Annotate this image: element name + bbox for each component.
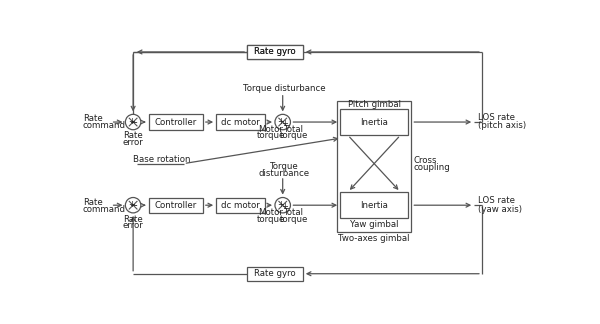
Text: Cross: Cross (413, 156, 437, 165)
Text: +: + (281, 119, 288, 128)
Text: Total: Total (284, 208, 304, 217)
Bar (340, 109, 408, 135)
Text: Rate: Rate (83, 114, 103, 123)
Bar (247, 45, 303, 59)
Text: Rate gyro: Rate gyro (254, 269, 296, 278)
Circle shape (125, 114, 141, 130)
Text: torque: torque (280, 132, 308, 140)
Text: Torque: Torque (270, 162, 299, 171)
Bar (337, 101, 412, 232)
Text: +: + (128, 200, 134, 209)
Text: Controller: Controller (155, 201, 197, 210)
Text: +: + (281, 202, 288, 211)
Text: Two-axes gimbal: Two-axes gimbal (338, 234, 410, 243)
Text: dc motor: dc motor (221, 118, 260, 127)
Text: (yaw axis): (yaw axis) (478, 204, 522, 214)
Text: torque: torque (280, 214, 308, 224)
Text: +: + (277, 117, 284, 126)
Bar (216, 114, 265, 130)
Text: error: error (123, 138, 143, 146)
Text: disturbance: disturbance (259, 169, 310, 178)
Text: Rate gyro: Rate gyro (254, 48, 296, 56)
Text: command: command (83, 122, 126, 130)
Circle shape (275, 198, 290, 213)
Text: coupling: coupling (413, 163, 451, 172)
Bar (247, 45, 303, 59)
Text: Rate: Rate (123, 214, 143, 224)
Text: dc motor: dc motor (221, 201, 260, 210)
Text: Controller: Controller (155, 118, 197, 127)
Circle shape (275, 114, 290, 130)
Text: (pitch axis): (pitch axis) (478, 122, 526, 130)
Bar (216, 198, 265, 213)
Text: LOS rate: LOS rate (478, 113, 515, 122)
Text: Rate: Rate (83, 198, 103, 207)
Text: torque: torque (257, 214, 285, 224)
Bar (149, 114, 203, 130)
Text: −: − (130, 118, 139, 128)
Text: +: + (128, 117, 134, 126)
Text: Motor: Motor (258, 125, 283, 134)
Bar (149, 198, 203, 213)
Text: Torque disturbance: Torque disturbance (243, 85, 326, 93)
Text: Inertia: Inertia (360, 118, 388, 127)
Text: Rate: Rate (123, 132, 143, 140)
Text: Inertia: Inertia (360, 201, 388, 210)
Text: Motor: Motor (258, 208, 283, 217)
Circle shape (125, 198, 141, 213)
Bar (340, 192, 408, 218)
Text: command: command (83, 204, 126, 214)
Text: LOS rate: LOS rate (478, 196, 515, 205)
Text: torque: torque (257, 132, 285, 140)
Text: error: error (123, 221, 143, 230)
Text: Yaw gimbal: Yaw gimbal (350, 220, 398, 229)
Text: Total: Total (284, 125, 304, 134)
Text: Base rotation: Base rotation (133, 155, 191, 164)
Bar (247, 267, 303, 281)
Text: Rate gyro: Rate gyro (254, 48, 296, 56)
Text: Pitch gimbal: Pitch gimbal (347, 100, 401, 109)
Text: −: − (130, 201, 139, 211)
Text: +: + (277, 200, 284, 209)
